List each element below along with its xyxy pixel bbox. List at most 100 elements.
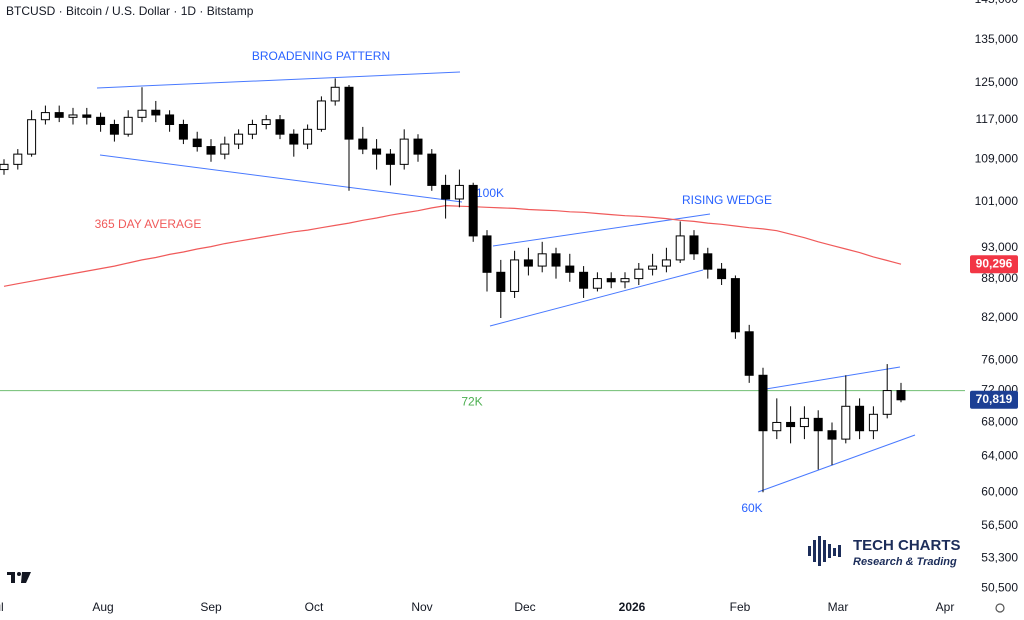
price-tag: [970, 255, 1018, 274]
candle-body: [634, 268, 644, 280]
ma-label: 365 DAY AVERAGE: [95, 217, 202, 231]
candle-body: [40, 112, 50, 121]
candle-body: [192, 138, 202, 148]
candle-body: [799, 417, 809, 428]
candle-body: [275, 119, 285, 135]
candle-body: [841, 405, 851, 440]
x-tick-label: 2026: [619, 600, 646, 614]
candle-body: [537, 253, 547, 267]
moving-average-line: [3, 204, 902, 287]
x-tick-label: Sep: [200, 600, 222, 614]
candle-body: [178, 123, 188, 140]
candle-body: [165, 114, 175, 125]
candle-body: [261, 119, 271, 125]
candle-body: [551, 253, 561, 267]
candle-body: [96, 116, 106, 125]
candle-body: [482, 235, 492, 273]
y-tick-label: 109,000: [975, 151, 1019, 165]
logo-icon: [808, 536, 841, 566]
trendline: [757, 434, 916, 493]
y-tick-label: 125,000: [975, 75, 1019, 89]
candle-body: [441, 184, 451, 200]
candle-body: [786, 421, 796, 428]
settings-icon[interactable]: [995, 603, 1005, 613]
candle-body: [358, 138, 368, 150]
candle-body: [399, 138, 409, 165]
annotation: 100K: [476, 186, 504, 200]
candle-body: [151, 109, 161, 116]
y-tick-label: 82,000: [981, 310, 1018, 324]
candle-body: [109, 123, 119, 135]
candle-body: [247, 123, 257, 135]
x-tick-label: Oct: [305, 600, 324, 614]
x-tick-label: Apr: [936, 600, 955, 614]
candle-body: [385, 153, 395, 165]
annotation: RISING WEDGE: [682, 193, 772, 207]
candle-body: [675, 235, 685, 261]
candle-body: [303, 128, 313, 145]
y-tick-label: 50,500: [981, 581, 1018, 595]
y-tick-label: 93,000: [981, 240, 1018, 254]
candle-body: [579, 271, 589, 289]
price-tag-label: 70,819: [976, 392, 1013, 406]
x-tick-label: Jul: [0, 600, 4, 614]
candle-body: [855, 405, 865, 432]
x-tick-label: Mar: [828, 600, 849, 614]
y-tick-label: 135,000: [975, 32, 1019, 46]
candle-body: [648, 265, 658, 270]
trendline: [759, 366, 901, 391]
candle-body: [454, 184, 464, 200]
candle-body: [896, 390, 906, 401]
candle-body: [137, 109, 147, 118]
candle-body: [758, 374, 768, 432]
candle-body: [13, 153, 23, 165]
candle-body: [689, 235, 699, 255]
candle-body: [54, 112, 64, 118]
y-tick-label: 117,000: [976, 112, 1019, 126]
annotation: BROADENING PATTERN: [252, 49, 390, 63]
candle-body: [344, 86, 354, 140]
x-tick-label: Aug: [92, 600, 113, 614]
y-tick-label: 88,000: [981, 271, 1018, 285]
trendline: [489, 269, 704, 327]
candle-body: [289, 133, 299, 145]
trendline: [96, 71, 461, 89]
candle-body: [427, 153, 437, 186]
x-tick-label: Nov: [411, 600, 432, 614]
price-tag: [970, 390, 1018, 409]
candle-body: [123, 116, 133, 135]
candle-body: [565, 265, 575, 273]
tv-logo: [7, 572, 31, 583]
candle-body: [523, 259, 533, 267]
y-tick-label: 76,000: [981, 353, 1018, 367]
candle-body: [206, 146, 216, 155]
y-tick-label: 145,000: [975, 0, 1019, 6]
candle-body: [606, 278, 616, 283]
y-tick-label: 53,300: [981, 551, 1018, 565]
y-tick-label: 64,000: [981, 448, 1018, 462]
logo-title: TECH CHARTS: [853, 537, 961, 554]
candle-body: [620, 278, 630, 283]
candle-body: [220, 143, 230, 155]
candle-body: [730, 278, 740, 333]
candle-body: [813, 417, 823, 432]
candle-body: [827, 430, 837, 440]
candle-body: [0, 163, 9, 171]
candle-body: [592, 278, 602, 289]
candle-body: [703, 253, 713, 270]
candle-body: [27, 119, 37, 155]
candle-body: [316, 100, 326, 130]
candle-body: [496, 271, 506, 292]
candle-body: [868, 413, 878, 432]
price-tag-label: 90,296: [976, 256, 1013, 270]
candle-body: [68, 114, 78, 118]
candle-body: [744, 331, 754, 376]
candle-body: [882, 390, 892, 415]
trendline: [99, 154, 463, 203]
y-tick-label: 56,500: [981, 518, 1018, 532]
candle-body: [661, 259, 671, 267]
y-tick-label: 101,000: [975, 194, 1019, 208]
